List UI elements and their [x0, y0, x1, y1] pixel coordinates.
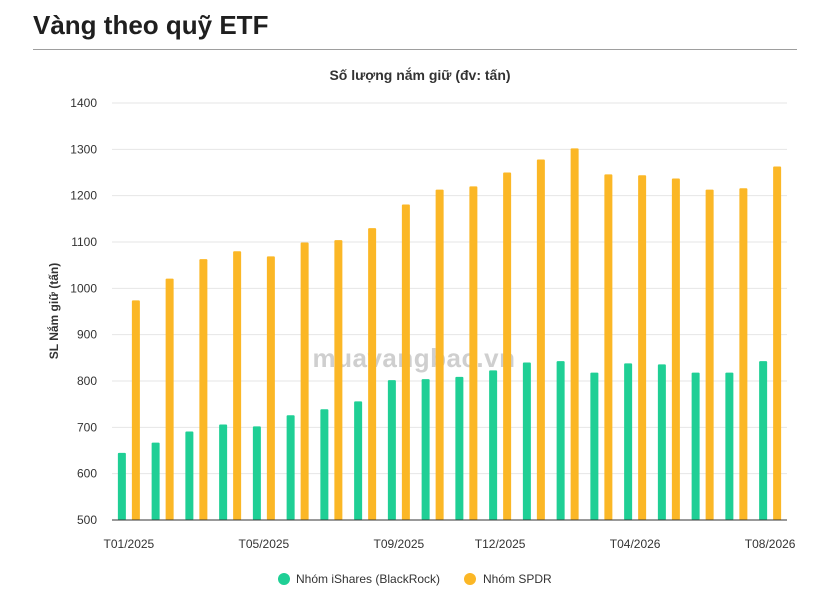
watermark: muavangbac.vn [312, 343, 515, 373]
chart-title: Số lượng nắm giữ (đv: tấn) [329, 66, 510, 83]
bar-spdr-T07/2025[interactable] [334, 240, 343, 520]
bar-ishares-T02/2025[interactable] [151, 442, 160, 520]
bar-spdr-T12/2025[interactable] [503, 172, 512, 521]
bar-ishares-T06/2025[interactable] [286, 415, 295, 520]
bar-ishares-T07/2026[interactable] [725, 372, 734, 520]
x-tick-label: T09/2025 [374, 537, 425, 551]
bar-spdr-T06/2026[interactable] [705, 189, 714, 521]
bar-spdr-T06/2025[interactable] [300, 242, 309, 521]
bar-ishares-T03/2026[interactable] [590, 372, 599, 520]
y-tick-label: 1000 [70, 281, 97, 295]
gridlines [112, 102, 787, 475]
y-axis-ticks: 500 600 700 800 900 1000 1100 1200 1300 1400 [70, 96, 97, 527]
bar-spdr-T02/2025[interactable] [165, 278, 174, 520]
bar-ishares-T11/2025[interactable] [455, 376, 464, 520]
bar-spdr-T05/2025[interactable] [266, 256, 275, 520]
bar-ishares-T04/2025[interactable] [219, 424, 228, 520]
bar-ishares-T04/2026[interactable] [624, 363, 633, 520]
legend-marker-spdr [464, 573, 476, 585]
x-tick-label: T04/2026 [610, 537, 661, 551]
x-axis-ticks: T01/2025 T05/2025 T09/2025 T12/2025 T04/2026… [104, 537, 796, 551]
x-tick-label: T12/2025 [475, 537, 526, 551]
bar-ishares-T05/2026[interactable] [657, 364, 666, 520]
legend: Nhóm iShares (BlackRock) Nhóm SPDR [278, 572, 552, 586]
bar-ishares-T09/2025[interactable] [387, 380, 396, 520]
bar-spdr-T11/2025[interactable] [469, 186, 478, 520]
bar-spdr-T03/2025[interactable] [199, 259, 208, 520]
x-tick-label: T08/2026 [745, 537, 796, 551]
bars [117, 148, 782, 521]
legend-label-ishares: Nhóm iShares (BlackRock) [296, 572, 440, 586]
y-tick-label: 1100 [71, 235, 97, 249]
bar-spdr-T09/2025[interactable] [401, 204, 410, 520]
bar-spdr-T02/2026[interactable] [570, 148, 579, 520]
x-tick-label: T01/2025 [104, 537, 155, 551]
y-tick-label: 800 [77, 374, 97, 388]
bar-spdr-T01/2026[interactable] [536, 159, 545, 520]
legend-label-spdr: Nhóm SPDR [483, 572, 552, 586]
title-divider [33, 49, 797, 50]
bar-spdr-T05/2026[interactable] [671, 178, 680, 521]
bar-spdr-T04/2025[interactable] [233, 251, 242, 520]
bar-spdr-T07/2026[interactable] [739, 188, 748, 520]
legend-item-ishares[interactable]: Nhóm iShares (BlackRock) [278, 572, 440, 586]
y-axis-label: SL Nắm giữ (tấn) [46, 263, 61, 359]
bar-ishares-T06/2026[interactable] [691, 372, 700, 520]
bar-ishares-T01/2025[interactable] [117, 452, 126, 520]
y-tick-label: 600 [77, 467, 97, 481]
bar-ishares-T05/2025[interactable] [252, 426, 261, 520]
bar-ishares-T08/2026[interactable] [759, 361, 768, 520]
bar-ishares-T12/2025[interactable] [489, 370, 498, 520]
bar-ishares-T07/2025[interactable] [320, 409, 329, 520]
bar-ishares-T03/2025[interactable] [185, 431, 194, 520]
bar-spdr-T08/2025[interactable] [368, 228, 377, 520]
bar-spdr-T04/2026[interactable] [638, 175, 647, 520]
y-tick-label: 500 [77, 513, 97, 527]
bar-spdr-T10/2025[interactable] [435, 189, 444, 521]
page-title: Vàng theo quỹ ETF [33, 10, 269, 40]
y-tick-label: 1200 [70, 189, 97, 203]
y-tick-label: 900 [77, 328, 97, 342]
y-tick-label: 1300 [70, 142, 97, 156]
y-tick-label: 1400 [70, 96, 97, 110]
x-tick-label: T05/2025 [239, 537, 290, 551]
bar-ishares-T08/2025[interactable] [354, 401, 363, 520]
legend-item-spdr[interactable]: Nhóm SPDR [464, 572, 552, 586]
bar-spdr-T08/2026[interactable] [773, 166, 782, 520]
bar-ishares-T01/2026[interactable] [522, 362, 531, 520]
legend-marker-ishares [278, 573, 290, 585]
bar-ishares-T02/2026[interactable] [556, 361, 565, 520]
bar-spdr-T01/2025[interactable] [131, 300, 140, 520]
bar-spdr-T03/2026[interactable] [604, 174, 613, 520]
y-tick-label: 700 [77, 420, 97, 434]
bar-ishares-T10/2025[interactable] [421, 379, 430, 520]
